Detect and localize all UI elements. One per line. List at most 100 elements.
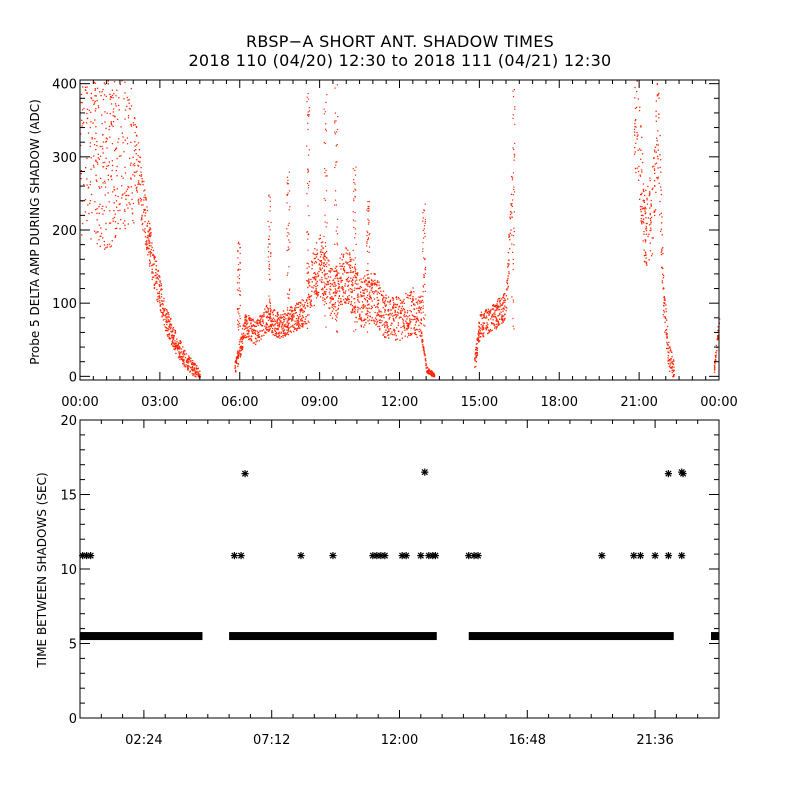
amplitude-point (153, 255, 155, 258)
amplitude-point (406, 312, 409, 314)
amplitude-point (640, 193, 642, 196)
amplitude-point (155, 272, 157, 274)
amplitude-point (164, 310, 166, 312)
amplitude-point (422, 340, 424, 342)
amplitude-point (366, 235, 368, 237)
amplitude-point (183, 360, 185, 362)
amplitude-point (105, 222, 107, 225)
amplitude-point (149, 253, 151, 255)
amplitude-point (276, 325, 279, 327)
amplitude-point (504, 305, 506, 307)
amplitude-point (495, 328, 497, 330)
amplitude-point (422, 286, 425, 288)
amplitude-point (187, 367, 189, 369)
amplitude-point (317, 258, 319, 260)
amplitude-point (323, 108, 325, 110)
amplitude-point (302, 311, 304, 314)
amplitude-point (270, 253, 272, 255)
amplitude-point (384, 326, 386, 328)
amplitude-point (152, 249, 155, 252)
amplitude-point (395, 303, 397, 306)
amplitude-point (380, 315, 383, 317)
amplitude-point (658, 117, 660, 119)
amplitude-point (486, 312, 488, 314)
amplitude-point (379, 319, 381, 321)
amplitude-point (145, 197, 147, 200)
amplitude-point (244, 325, 246, 327)
amplitude-point (359, 317, 361, 320)
amplitude-point (272, 324, 274, 326)
amplitude-point (170, 330, 172, 333)
interval-plot-frame (79, 419, 720, 719)
amplitude-point (296, 321, 298, 323)
amplitude-point (336, 233, 339, 235)
amplitude-point (417, 303, 419, 305)
amplitude-point (303, 304, 305, 306)
amplitude-point (356, 288, 358, 290)
amplitude-point (251, 332, 254, 334)
amplitude-point (286, 235, 288, 237)
interval-baseline-band (468, 632, 674, 641)
amplitude-point (110, 121, 112, 123)
amplitude-point (360, 294, 362, 296)
amplitude-point (655, 115, 657, 117)
amplitude-point (286, 293, 289, 295)
amplitude-point (122, 193, 124, 195)
amplitude-point (180, 357, 182, 359)
amplitude-point (274, 323, 276, 325)
amplitude-point (475, 343, 478, 345)
amplitude-point (656, 94, 659, 96)
amplitude-point (103, 82, 105, 84)
amplitude-point (245, 319, 247, 321)
amplitude-point (241, 337, 243, 339)
amplitude-point (646, 199, 648, 201)
amplitude-point (258, 333, 260, 336)
amplitude-point (311, 260, 313, 262)
amplitude-point (155, 274, 157, 277)
amplitude-point (282, 332, 284, 334)
amplitude-point (239, 325, 241, 327)
amplitude-point (511, 205, 513, 208)
amplitude-point (319, 279, 321, 281)
amplitude-point (379, 287, 381, 289)
amplitude-point (360, 281, 362, 283)
amplitude-point (310, 295, 313, 297)
amplitude-point (637, 98, 639, 100)
amplitude-point (360, 318, 362, 321)
amplitude-point (634, 167, 637, 170)
amplitude-point (334, 199, 337, 201)
amplitude-point (636, 106, 638, 108)
amplitude-point (409, 297, 411, 300)
amplitude-point (367, 238, 369, 240)
amplitude-point (422, 217, 424, 219)
amplitude-point (393, 331, 396, 333)
amplitude-point (278, 335, 280, 337)
amplitude-point (673, 369, 675, 371)
amplitude-point (417, 319, 419, 321)
amplitude-point (361, 295, 363, 297)
amplitude-point (373, 282, 375, 284)
amplitude-point (717, 336, 719, 338)
amplitude-point (193, 368, 196, 370)
amplitude-point (120, 219, 122, 221)
amplitude-point (156, 277, 159, 279)
amplitude-point (303, 305, 305, 307)
amplitude-point (148, 251, 150, 253)
amplitude-point (94, 88, 96, 90)
amplitude-point (656, 140, 658, 142)
amplitude-point (373, 298, 376, 300)
amplitude-point (176, 346, 179, 348)
amplitude-point (390, 324, 392, 326)
amplitude-point (182, 346, 184, 348)
amplitude-point (373, 284, 376, 286)
amplitude-point (146, 224, 148, 227)
amplitude-point (159, 281, 161, 283)
amplitude-point (376, 280, 379, 282)
amplitude-point (400, 307, 403, 310)
amplitude-point (158, 275, 160, 277)
amplitude-point (662, 288, 664, 290)
interval-point (237, 551, 245, 560)
amplitude-point (318, 263, 320, 265)
amplitude-point (313, 257, 315, 260)
amplitude-point (183, 359, 185, 361)
